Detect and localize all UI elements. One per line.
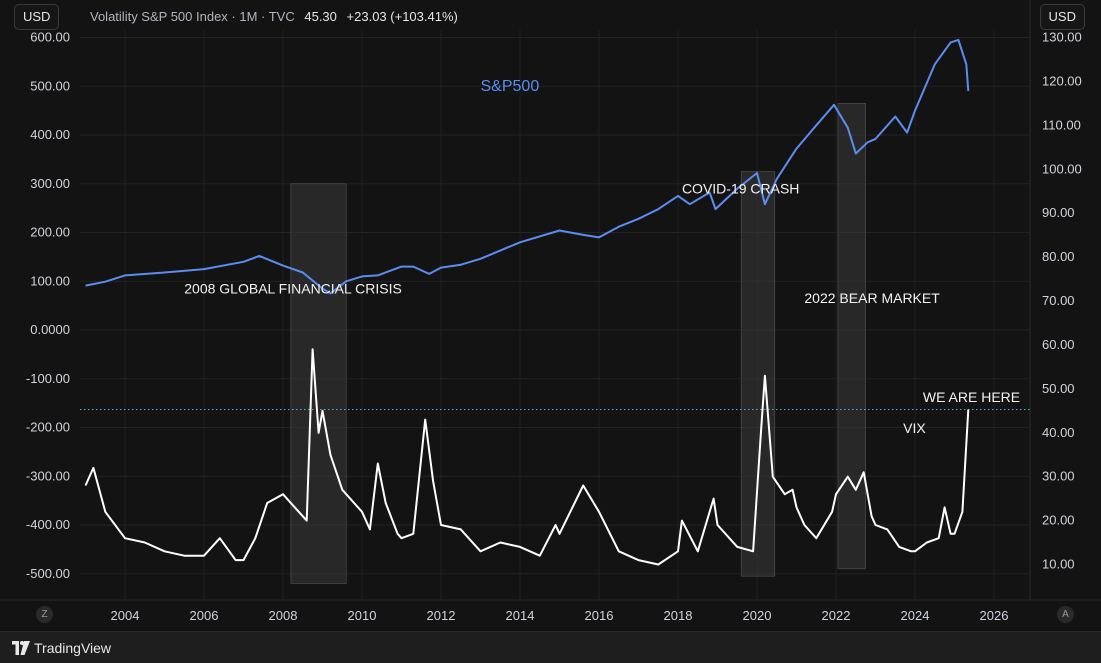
left-axis-tick-label: 0.0000 <box>30 322 70 337</box>
x-axis-tick-label: 2010 <box>348 608 377 623</box>
x-axis-tick-label: 2022 <box>822 608 851 623</box>
right-axis-tick-label: 110.00 <box>1042 117 1081 132</box>
footer-bar: TradingView <box>0 631 1101 663</box>
left-axis-tick-label: -400.00 <box>26 517 70 532</box>
left-axis-tick-label: 100.00 <box>30 273 70 288</box>
annotation-label: 2022 BEAR MARKET <box>804 290 940 306</box>
left-axis-tick-label: 400.00 <box>30 127 70 142</box>
x-axis-tick-label: 2008 <box>269 608 298 623</box>
left-axis-tick-label: -200.00 <box>26 420 70 435</box>
annotation-label: WE ARE HERE <box>923 389 1020 405</box>
right-axis-tick-label: 30.00 <box>1042 469 1075 484</box>
price-change: +23.03 (+103.41%) <box>346 9 458 24</box>
x-axis-tick-label: 2024 <box>901 608 930 623</box>
tradingview-brand: TradingView <box>34 640 112 656</box>
x-axis-tick-label: 2020 <box>743 608 772 623</box>
left-axis-tick-label: 300.00 <box>30 176 70 191</box>
x-axis-tick-label: 2012 <box>427 608 456 623</box>
annotation-label: COVID-19 CRASH <box>682 181 799 197</box>
left-axis-tick-label: 600.00 <box>30 30 70 45</box>
right-axis-tick-label: 10.00 <box>1042 557 1075 572</box>
sp500-line <box>85 38 970 295</box>
tradingview-logo-icon <box>12 641 30 655</box>
highlight-region <box>290 183 347 584</box>
vix-line <box>84 348 970 566</box>
x-axis-tick-label: 2004 <box>111 608 140 623</box>
left-axis-tick-label: -300.00 <box>26 468 70 483</box>
left-currency-button[interactable]: USD <box>14 4 60 30</box>
x-axis-tick-label: 2014 <box>506 608 535 623</box>
chart-canvas[interactable]: 600.00 500.00 400.00 300.00 200.00 100.00 0.00… <box>0 0 1101 631</box>
right-axis-tick-label: 120.00 <box>1042 73 1082 88</box>
right-axis-tick-label: 20.00 <box>1042 513 1075 528</box>
highlight-region <box>740 171 776 577</box>
highlight-region <box>837 103 866 570</box>
zoom-reset-badge[interactable]: Z <box>36 606 53 623</box>
last-price: 45.30 <box>304 9 337 24</box>
left-axis-tick-label: 200.00 <box>30 225 70 240</box>
right-axis-tick-label: 100.00 <box>1042 161 1082 176</box>
x-axis-tick-label: 2016 <box>585 608 614 623</box>
right-axis-tick-label: 130.00 <box>1042 30 1082 45</box>
annotation-label: S&P500 <box>481 78 540 95</box>
x-axis-tick-label: 2026 <box>980 608 1009 623</box>
annotation-label: VIX <box>903 420 926 436</box>
right-axis-tick-label: 80.00 <box>1042 249 1075 264</box>
annotation-label: 2008 GLOBAL FINANCIAL CRISIS <box>184 280 402 296</box>
grid-lines <box>80 30 1030 600</box>
left-axis-tick-label: -500.00 <box>26 566 70 581</box>
x-axis-tick-label: 2018 <box>664 608 693 623</box>
x-axis-tick-label: 2006 <box>190 608 219 623</box>
right-axis-tick-label: 60.00 <box>1042 337 1075 352</box>
symbol-legend: Volatility S&P 500 Index · 1M · TVC 45.3… <box>90 9 458 24</box>
right-currency-button[interactable]: USD <box>1039 4 1085 30</box>
right-axis-tick-label: 70.00 <box>1042 293 1075 308</box>
left-axis-tick-label: 500.00 <box>30 78 70 93</box>
symbol-title: Volatility S&P 500 Index · 1M · TVC <box>90 9 295 24</box>
right-axis-tick-label: 90.00 <box>1042 205 1075 220</box>
right-axis-tick-label: 50.00 <box>1042 381 1075 396</box>
right-axis-tick-label: 40.00 <box>1042 425 1075 440</box>
left-axis-tick-label: -100.00 <box>26 371 70 386</box>
plot-area <box>80 30 1030 600</box>
auto-scale-badge[interactable]: A <box>1057 606 1074 623</box>
